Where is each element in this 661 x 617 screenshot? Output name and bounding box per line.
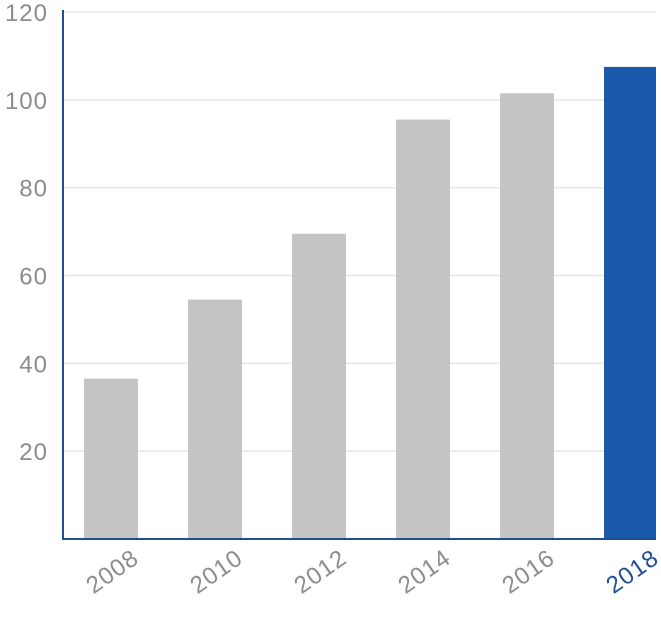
y-tick-label: 120 <box>5 0 48 27</box>
x-tick-label-2016: 2016 <box>497 544 559 599</box>
bar-2008 <box>84 378 138 539</box>
gridlines <box>63 11 656 452</box>
y-tick-labels: 20 40 60 80 100 120 <box>5 0 48 466</box>
y-tick-label: 60 <box>19 264 48 291</box>
bar-2016 <box>500 93 554 539</box>
y-tick-label: 100 <box>5 88 48 115</box>
bars <box>84 66 656 540</box>
x-tick-labels: 2008 2010 2012 2014 2016 2018 <box>81 544 661 599</box>
x-tick-label-2012: 2012 <box>289 544 351 599</box>
bar-2010 <box>188 299 242 539</box>
x-tick-label-2010: 2010 <box>185 544 247 599</box>
bar-2012 <box>292 233 346 539</box>
x-tick-label-2008: 2008 <box>81 544 143 599</box>
bar-2014 <box>396 119 450 540</box>
x-tick-label-2014: 2014 <box>393 544 455 599</box>
x-tick-label-2018: 2018 <box>601 544 661 599</box>
bar-2018 <box>604 66 656 539</box>
y-tick-label: 40 <box>19 351 48 378</box>
y-tick-label: 80 <box>19 176 48 203</box>
y-tick-label: 20 <box>19 439 48 466</box>
